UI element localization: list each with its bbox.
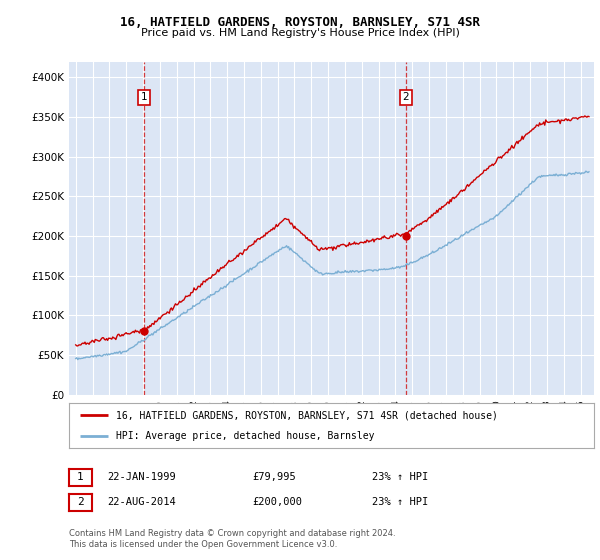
Text: HPI: Average price, detached house, Barnsley: HPI: Average price, detached house, Barn… (116, 431, 375, 441)
Text: 23% ↑ HPI: 23% ↑ HPI (372, 472, 428, 482)
Text: 16, HATFIELD GARDENS, ROYSTON, BARNSLEY, S71 4SR (detached house): 16, HATFIELD GARDENS, ROYSTON, BARNSLEY,… (116, 410, 498, 421)
Text: 23% ↑ HPI: 23% ↑ HPI (372, 497, 428, 507)
Text: Contains HM Land Registry data © Crown copyright and database right 2024.
This d: Contains HM Land Registry data © Crown c… (69, 529, 395, 549)
Text: 22-AUG-2014: 22-AUG-2014 (107, 497, 176, 507)
Text: 2: 2 (403, 92, 409, 102)
Text: 2: 2 (77, 497, 84, 507)
Text: £200,000: £200,000 (252, 497, 302, 507)
Text: 1: 1 (141, 92, 148, 102)
Text: £79,995: £79,995 (252, 472, 296, 482)
Text: 16, HATFIELD GARDENS, ROYSTON, BARNSLEY, S71 4SR: 16, HATFIELD GARDENS, ROYSTON, BARNSLEY,… (120, 16, 480, 29)
Text: 1: 1 (77, 472, 84, 482)
Text: 22-JAN-1999: 22-JAN-1999 (107, 472, 176, 482)
Text: Price paid vs. HM Land Registry's House Price Index (HPI): Price paid vs. HM Land Registry's House … (140, 28, 460, 38)
